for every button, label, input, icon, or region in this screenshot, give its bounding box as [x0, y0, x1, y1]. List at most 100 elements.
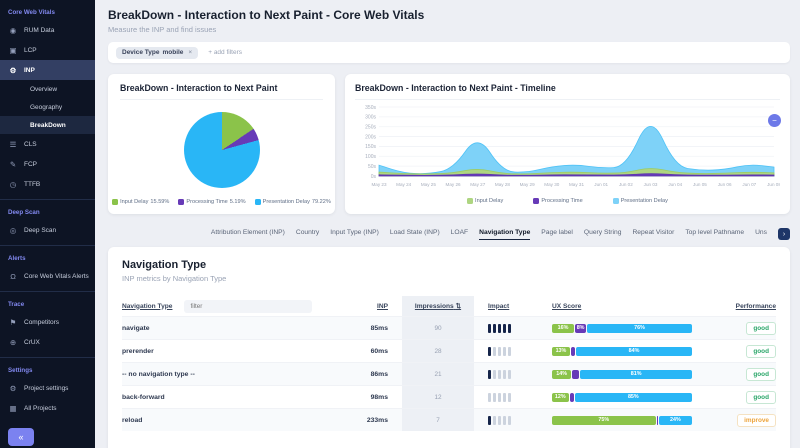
tab-repeat-visitor[interactable]: Repeat Visitor [632, 229, 675, 236]
sidebar-item-inp-breakdown[interactable]: BreakDown [0, 116, 95, 134]
sidebar-item-fcp[interactable]: ✎ FCP [0, 154, 95, 174]
column-header-impact[interactable]: Impact [488, 302, 510, 310]
legend-item-input-delay[interactable]: Input Delay 15.59% [112, 199, 169, 205]
legend-value: 15.59% [150, 199, 170, 205]
column-header-performance[interactable]: Performance [735, 302, 776, 310]
sidebar-item-label: CLS [24, 140, 37, 148]
row-name: -- no navigation type -- [122, 370, 195, 378]
legend-swatch-blue [254, 199, 261, 205]
tab-navigation-type[interactable]: Navigation Type [479, 229, 531, 240]
row-impressions-value: 7 [402, 409, 474, 431]
sidebar-item-lcp[interactable]: ▣ LCP [0, 40, 95, 60]
row-inp-value: 233ms [366, 416, 388, 424]
impact-bar [503, 369, 506, 379]
impact-bar [503, 415, 506, 425]
sidebar-item-cls[interactable]: ☰ CLS [0, 134, 95, 154]
tab-input-type[interactable]: Input Type (INP) [330, 229, 379, 236]
breakdown-tabs: Attribution Element (INP) Country Input … [108, 228, 790, 240]
sidebar-item-deep-scan[interactable]: ◎ Deep Scan [0, 220, 95, 240]
svg-text:Jun 04: Jun 04 [668, 182, 682, 187]
tab-loaf[interactable]: LOAF [450, 229, 469, 236]
impact-bar [508, 415, 511, 425]
legend-label: Presentation Delay [262, 199, 310, 205]
sidebar-item-rum-data[interactable]: ◉ RUM Data [0, 20, 95, 40]
impact-bar [488, 346, 491, 356]
tabs-overflow-button[interactable]: › [778, 228, 790, 240]
table-row-prerender[interactable]: prerender 60ms 28 13% 84% good [122, 339, 776, 362]
impact-bar [498, 392, 501, 402]
legend-item-presentation-delay[interactable]: Presentation Delay [612, 198, 668, 204]
tab-attribution-element[interactable]: Attribution Element (INP) [210, 229, 285, 236]
sidebar-item-project-settings[interactable]: ⚙ Project settings [0, 378, 95, 398]
table-row-reload[interactable]: reload 233ms 7 75% 24% improve [122, 408, 776, 431]
tab-country[interactable]: Country [295, 229, 320, 236]
impact-indicator [474, 369, 552, 379]
column-header-inp[interactable]: INP [377, 302, 388, 310]
impact-bar [503, 323, 506, 333]
svg-text:50s: 50s [368, 164, 377, 170]
sidebar-item-ttfb[interactable]: ◷ TTFB [0, 174, 95, 194]
column-header-ux-score[interactable]: UX Score [552, 302, 582, 310]
table-row-no-navigation-type[interactable]: -- no navigation type -- 86ms 21 14% 81%… [122, 362, 776, 385]
status-badge: good [746, 321, 776, 335]
add-filters-button[interactable]: + add filters [208, 49, 243, 56]
sort-icon: ⇅ [455, 303, 462, 310]
row-name: prerender [122, 347, 154, 355]
svg-text:Jun 08: Jun 08 [767, 182, 780, 187]
legend-item-input-delay[interactable]: Input Delay [467, 198, 503, 204]
impact-bar [488, 392, 491, 402]
sidebar-collapse-button[interactable]: « [8, 428, 34, 446]
column-header-navigation-type[interactable]: Navigation Type [122, 302, 173, 310]
ux-segment-purple [569, 392, 574, 402]
sidebar-item-crux[interactable]: ⊕ CrUX [0, 332, 95, 352]
clock-icon: ◷ [9, 179, 17, 189]
projects-icon: ▦ [9, 403, 17, 413]
column-header-impressions[interactable]: Impressions ⇅ [414, 303, 462, 310]
legend-swatch-purple [533, 198, 540, 204]
charts-row: BreakDown - Interaction to Next Paint In… [108, 74, 790, 214]
tab-load-state[interactable]: Load State (INP) [389, 229, 440, 236]
pie-chart-title: BreakDown - Interaction to Next Paint [120, 83, 323, 100]
sidebar-item-label: RUM Data [24, 26, 55, 34]
svg-text:Jun 05: Jun 05 [693, 182, 707, 187]
svg-text:Jun 02: Jun 02 [619, 182, 633, 187]
tab-top-level-pathname[interactable]: Top level Pathname [685, 229, 745, 236]
legend-swatch-blue [612, 198, 619, 204]
table-row-back-forward[interactable]: back-forward 98ms 12 12% 85% good [122, 385, 776, 408]
ux-segment-green: 12% [552, 392, 569, 402]
impact-bar [498, 346, 501, 356]
impact-bar [493, 369, 496, 379]
impact-indicator [474, 323, 552, 333]
sidebar-item-inp[interactable]: ⚙ INP [0, 60, 95, 80]
table-filter-input[interactable] [184, 299, 313, 313]
filter-chip-value: mobile [162, 49, 184, 56]
main-content: BreakDown - Interaction to Next Paint - … [95, 0, 800, 448]
tab-page-label[interactable]: Page label [541, 229, 573, 236]
close-icon[interactable]: × [188, 49, 193, 56]
collapse-icon: « [18, 432, 24, 442]
impact-bar [493, 346, 496, 356]
filter-chip-device-type[interactable]: Device Type mobile × [116, 46, 199, 59]
ux-score-bar: 12% 85% [552, 392, 692, 402]
legend-swatch-green [467, 198, 474, 204]
tab-uns-truncated[interactable]: Uns [755, 229, 767, 236]
sidebar-item-core-web-vitals-alerts[interactable]: Ω Core Web Vitals Alerts [0, 266, 95, 286]
svg-text:Jun 06: Jun 06 [718, 182, 732, 187]
svg-text:300s: 300s [365, 115, 376, 121]
legend-item-processing-time[interactable]: Processing Time [533, 198, 583, 204]
sidebar-item-label: Competitors [24, 318, 60, 326]
tab-query-string[interactable]: Query String [583, 229, 622, 236]
impact-indicator [474, 346, 552, 356]
legend-item-presentation-delay[interactable]: Presentation Delay 79.22% [254, 199, 331, 205]
impact-bar [493, 415, 496, 425]
legend-item-processing-time[interactable]: Processing Time 5.19% [178, 199, 246, 205]
sidebar-item-label: INP [24, 66, 35, 74]
sidebar-item-all-projects[interactable]: ▦ All Projects [0, 398, 95, 418]
table-row-navigate[interactable]: navigate 85ms 90 16% 8% 76% good [122, 316, 776, 339]
sidebar-item-inp-overview[interactable]: Overview [30, 85, 58, 93]
sidebar-item-competitors[interactable]: ⚑ Competitors [0, 312, 95, 332]
sidebar-item-inp-geography[interactable]: Geography [30, 103, 63, 111]
annotation-marker[interactable]: − [768, 114, 781, 127]
ux-score-bar: 13% 84% [552, 346, 692, 356]
pie-chart[interactable] [183, 111, 260, 188]
